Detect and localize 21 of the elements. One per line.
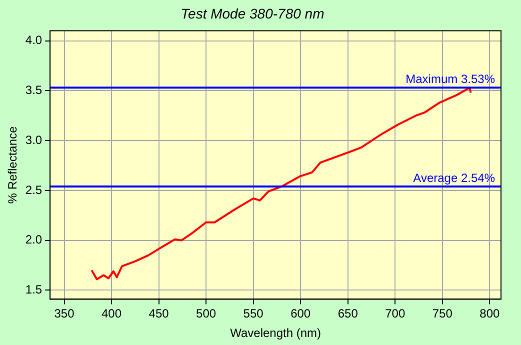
- y-axis-title: % Reflectance: [6, 126, 20, 204]
- x-axis-title: Wavelength (nm): [230, 326, 322, 340]
- x-tick-label: 550: [243, 306, 264, 321]
- x-tick-label: 750: [432, 306, 453, 321]
- ref-line-label: Maximum 3.53%: [406, 72, 496, 86]
- x-tick-label: 350: [54, 306, 75, 321]
- x-tick-label: 500: [196, 306, 216, 321]
- y-tick-label: 4.0: [25, 33, 42, 48]
- y-tick-label: 2.5: [25, 182, 42, 197]
- x-tick-label: 450: [148, 306, 170, 321]
- y-tick-label: 3.5: [25, 82, 42, 97]
- x-tick-label: 400: [102, 306, 122, 321]
- y-tick-label: 3.0: [25, 132, 42, 147]
- x-tick-label: 700: [385, 306, 406, 321]
- x-tick-label: 800: [480, 306, 500, 321]
- x-tick-label: 600: [290, 306, 311, 321]
- y-tick-label: 1.5: [25, 282, 42, 297]
- x-tick-label: 650: [338, 306, 358, 321]
- ref-line-label: Average 2.54%: [413, 170, 496, 185]
- chart-title: Test Mode 380-780 nm: [180, 5, 325, 22]
- y-tick-label: 2.0: [25, 232, 42, 247]
